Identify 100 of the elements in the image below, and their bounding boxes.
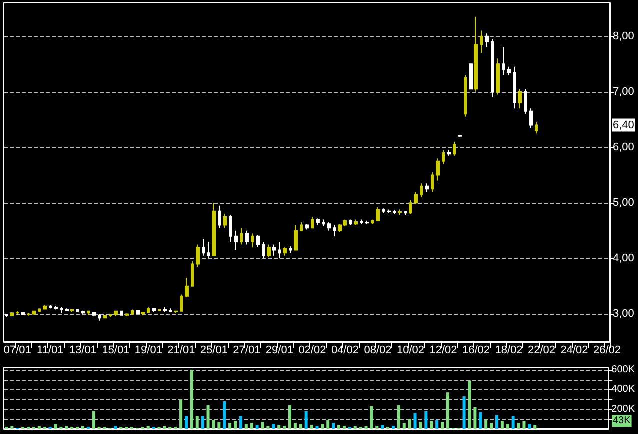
candlestick xyxy=(333,224,336,237)
bar xyxy=(184,416,188,429)
bar xyxy=(218,422,221,429)
candlestick xyxy=(502,46,505,76)
candlestick xyxy=(262,241,265,260)
candlestick xyxy=(152,308,156,312)
candlestick xyxy=(507,66,511,76)
bar xyxy=(376,426,379,429)
candlestick xyxy=(382,208,385,214)
candlestick xyxy=(212,202,216,256)
bar xyxy=(38,426,41,429)
y-tick-label: 200K xyxy=(612,404,636,415)
y-tick-label: 7,00 xyxy=(613,86,634,98)
bar xyxy=(397,405,400,429)
bar xyxy=(81,426,84,429)
y-tick-label: 3,00 xyxy=(613,308,634,320)
candlestick xyxy=(185,278,189,298)
candlestick xyxy=(447,150,451,156)
bar xyxy=(180,399,183,429)
bar xyxy=(474,407,477,429)
bar xyxy=(54,424,58,429)
y-tick-label: 8,00 xyxy=(613,30,634,42)
candlestick xyxy=(207,241,210,260)
bar xyxy=(206,405,210,429)
x-tick-label: 26/02 xyxy=(594,344,622,356)
bar xyxy=(342,426,346,429)
bar xyxy=(92,411,96,429)
candlestick xyxy=(60,307,63,314)
candlestick xyxy=(365,220,369,225)
bar xyxy=(196,416,199,429)
bar xyxy=(424,411,428,429)
candlestick xyxy=(414,191,418,205)
bar xyxy=(484,420,488,429)
bar xyxy=(244,424,248,429)
y-tick-label: 400K xyxy=(612,384,636,396)
bar xyxy=(299,424,302,429)
candlestick xyxy=(311,216,314,229)
y-tick-label: 6,00 xyxy=(613,141,634,154)
candlestick xyxy=(191,260,194,287)
bar xyxy=(392,426,395,429)
candlestick xyxy=(469,64,473,90)
bar xyxy=(468,380,472,429)
candlestick xyxy=(16,310,19,315)
candlestick xyxy=(387,209,391,214)
bar xyxy=(419,422,422,429)
bar xyxy=(490,423,494,429)
bar xyxy=(288,405,292,429)
candlestick xyxy=(267,244,271,258)
candlestick xyxy=(136,310,140,315)
candlestick xyxy=(245,230,249,246)
candlestick xyxy=(305,224,309,230)
x-tick-label: 13/01 xyxy=(69,344,97,356)
candlestick xyxy=(480,30,483,54)
bar xyxy=(332,423,336,429)
candlestick xyxy=(223,214,227,229)
bar xyxy=(506,424,510,429)
candlestick xyxy=(54,306,58,310)
bar xyxy=(10,426,14,429)
bar xyxy=(522,421,526,429)
y-tick-label: 600K xyxy=(612,364,636,376)
candlestick xyxy=(376,207,380,222)
candlestick xyxy=(251,233,254,248)
candlestick xyxy=(196,244,200,268)
x-tick-label: 25/01 xyxy=(200,344,228,356)
bar xyxy=(228,423,232,429)
candlestick xyxy=(92,311,96,317)
candlestick xyxy=(21,311,25,316)
candlestick xyxy=(453,141,456,156)
bar xyxy=(256,425,259,429)
bar xyxy=(272,424,276,429)
x-tick-label: 12/02 xyxy=(430,344,458,356)
x-tick-label: 29/01 xyxy=(266,344,294,356)
bar xyxy=(212,420,216,429)
bar xyxy=(310,425,314,429)
candlestick xyxy=(218,205,221,229)
candlestick xyxy=(120,310,123,316)
bar xyxy=(190,370,194,429)
bar xyxy=(436,420,439,429)
bar xyxy=(528,424,532,429)
candlestick xyxy=(163,307,167,312)
candlestick xyxy=(70,308,74,312)
candlestick xyxy=(420,183,423,198)
candlestick xyxy=(360,219,363,225)
y-tick-label: 5,00 xyxy=(613,197,634,210)
candlestick xyxy=(529,108,533,129)
bar xyxy=(114,426,118,429)
candlestick xyxy=(180,294,183,312)
candlestick xyxy=(256,234,260,248)
candlestick xyxy=(474,16,478,92)
bar xyxy=(234,421,238,429)
x-tick-label: 22/02 xyxy=(528,344,556,356)
candlestick xyxy=(464,74,467,118)
bar xyxy=(326,420,330,429)
candlestick xyxy=(27,312,30,316)
candlestick xyxy=(76,308,79,314)
candlestick xyxy=(349,219,352,226)
candlestick xyxy=(278,241,281,260)
x-tick-label: 18/02 xyxy=(495,344,523,356)
candlestick xyxy=(425,183,429,192)
bar xyxy=(517,423,520,429)
